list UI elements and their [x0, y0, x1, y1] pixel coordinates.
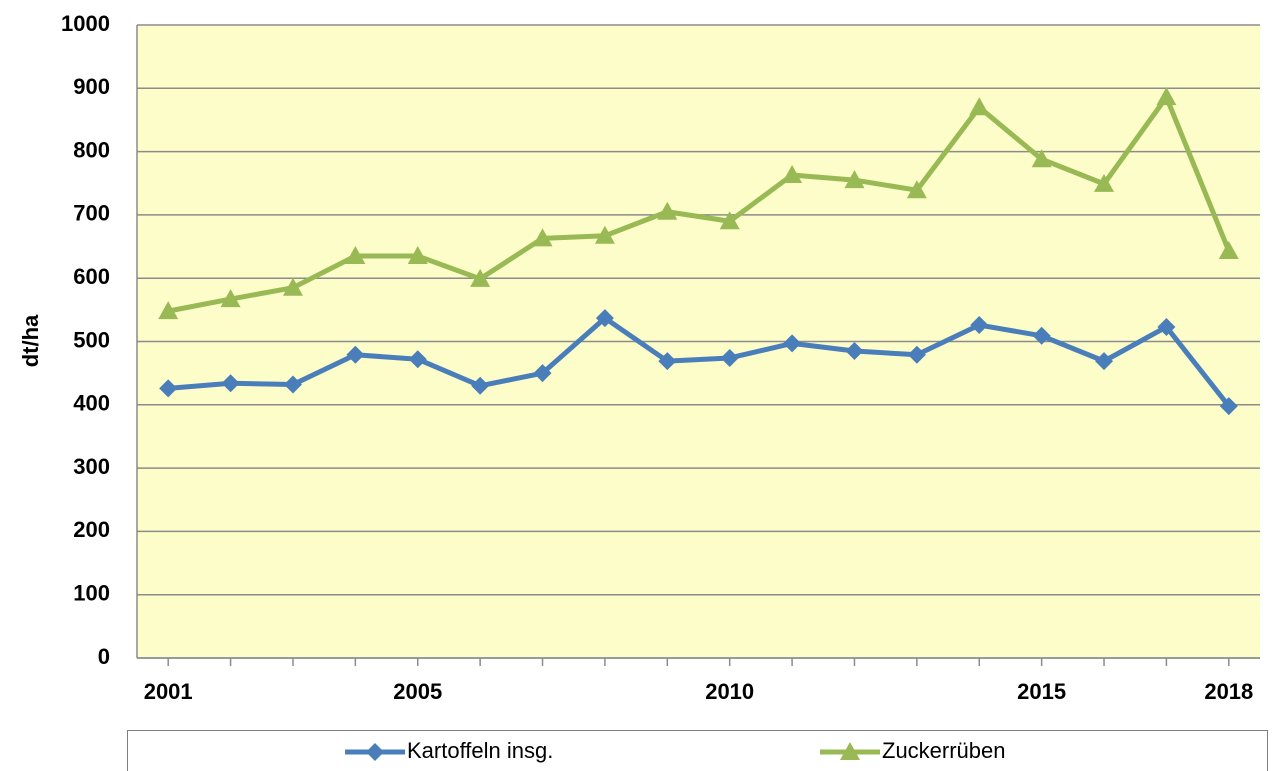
- y-tick-label: 900: [73, 74, 110, 99]
- y-tick-label: 700: [73, 201, 110, 226]
- marker: [906, 180, 927, 199]
- y-tick-label: 400: [73, 391, 110, 416]
- marker: [221, 374, 240, 393]
- marker: [1095, 352, 1114, 371]
- marker: [346, 345, 365, 364]
- marker: [159, 379, 178, 398]
- y-tick-label: 300: [73, 454, 110, 479]
- marker: [1219, 397, 1238, 416]
- marker: [283, 375, 302, 394]
- series-line: [167, 315, 1231, 408]
- marker: [158, 301, 179, 320]
- marker: [1156, 87, 1177, 106]
- marker: [220, 289, 241, 308]
- marker: [1032, 326, 1051, 345]
- marker: [720, 348, 739, 367]
- marker: [1094, 173, 1115, 192]
- marker: [407, 246, 428, 265]
- marker: [782, 165, 803, 184]
- marker: [345, 246, 366, 265]
- x-tick-label: 2010: [705, 679, 754, 704]
- marker: [719, 211, 740, 230]
- y-tick-label: 200: [73, 517, 110, 542]
- x-tick-label: 2005: [393, 679, 442, 704]
- marker: [657, 201, 678, 220]
- legend-box: [127, 730, 1268, 771]
- legend-marker: [366, 743, 384, 761]
- y-axis-label: dt/ha: [18, 314, 43, 367]
- marker: [471, 376, 490, 395]
- series-line: [167, 94, 1232, 314]
- marker: [845, 341, 864, 360]
- marker: [408, 350, 427, 369]
- marker: [970, 316, 989, 335]
- x-tick-label: 2001: [144, 679, 193, 704]
- marker: [533, 364, 552, 383]
- y-tick-label: 0: [98, 644, 110, 669]
- marker: [595, 309, 614, 328]
- marker: [1218, 240, 1239, 259]
- y-tick-label: 600: [73, 264, 110, 289]
- marker: [844, 170, 865, 189]
- y-tick-label: 800: [73, 137, 110, 162]
- marker: [470, 268, 491, 287]
- legend-label: Zuckerrüben: [882, 738, 1006, 763]
- marker: [1157, 317, 1176, 336]
- marker: [594, 225, 615, 244]
- marker: [969, 97, 990, 116]
- marker: [282, 277, 303, 296]
- x-tick-label: 2015: [1017, 679, 1066, 704]
- marker: [783, 334, 802, 353]
- y-tick-label: 500: [73, 327, 110, 352]
- legend-marker: [840, 742, 860, 760]
- marker: [658, 352, 677, 371]
- legend-label: Kartoffeln insg.: [407, 738, 553, 763]
- y-tick-label: 1000: [61, 11, 110, 36]
- marker: [907, 345, 926, 364]
- marker: [1031, 149, 1052, 168]
- y-tick-label: 100: [73, 581, 110, 606]
- x-tick-label: 2018: [1204, 679, 1253, 704]
- marker: [532, 228, 553, 247]
